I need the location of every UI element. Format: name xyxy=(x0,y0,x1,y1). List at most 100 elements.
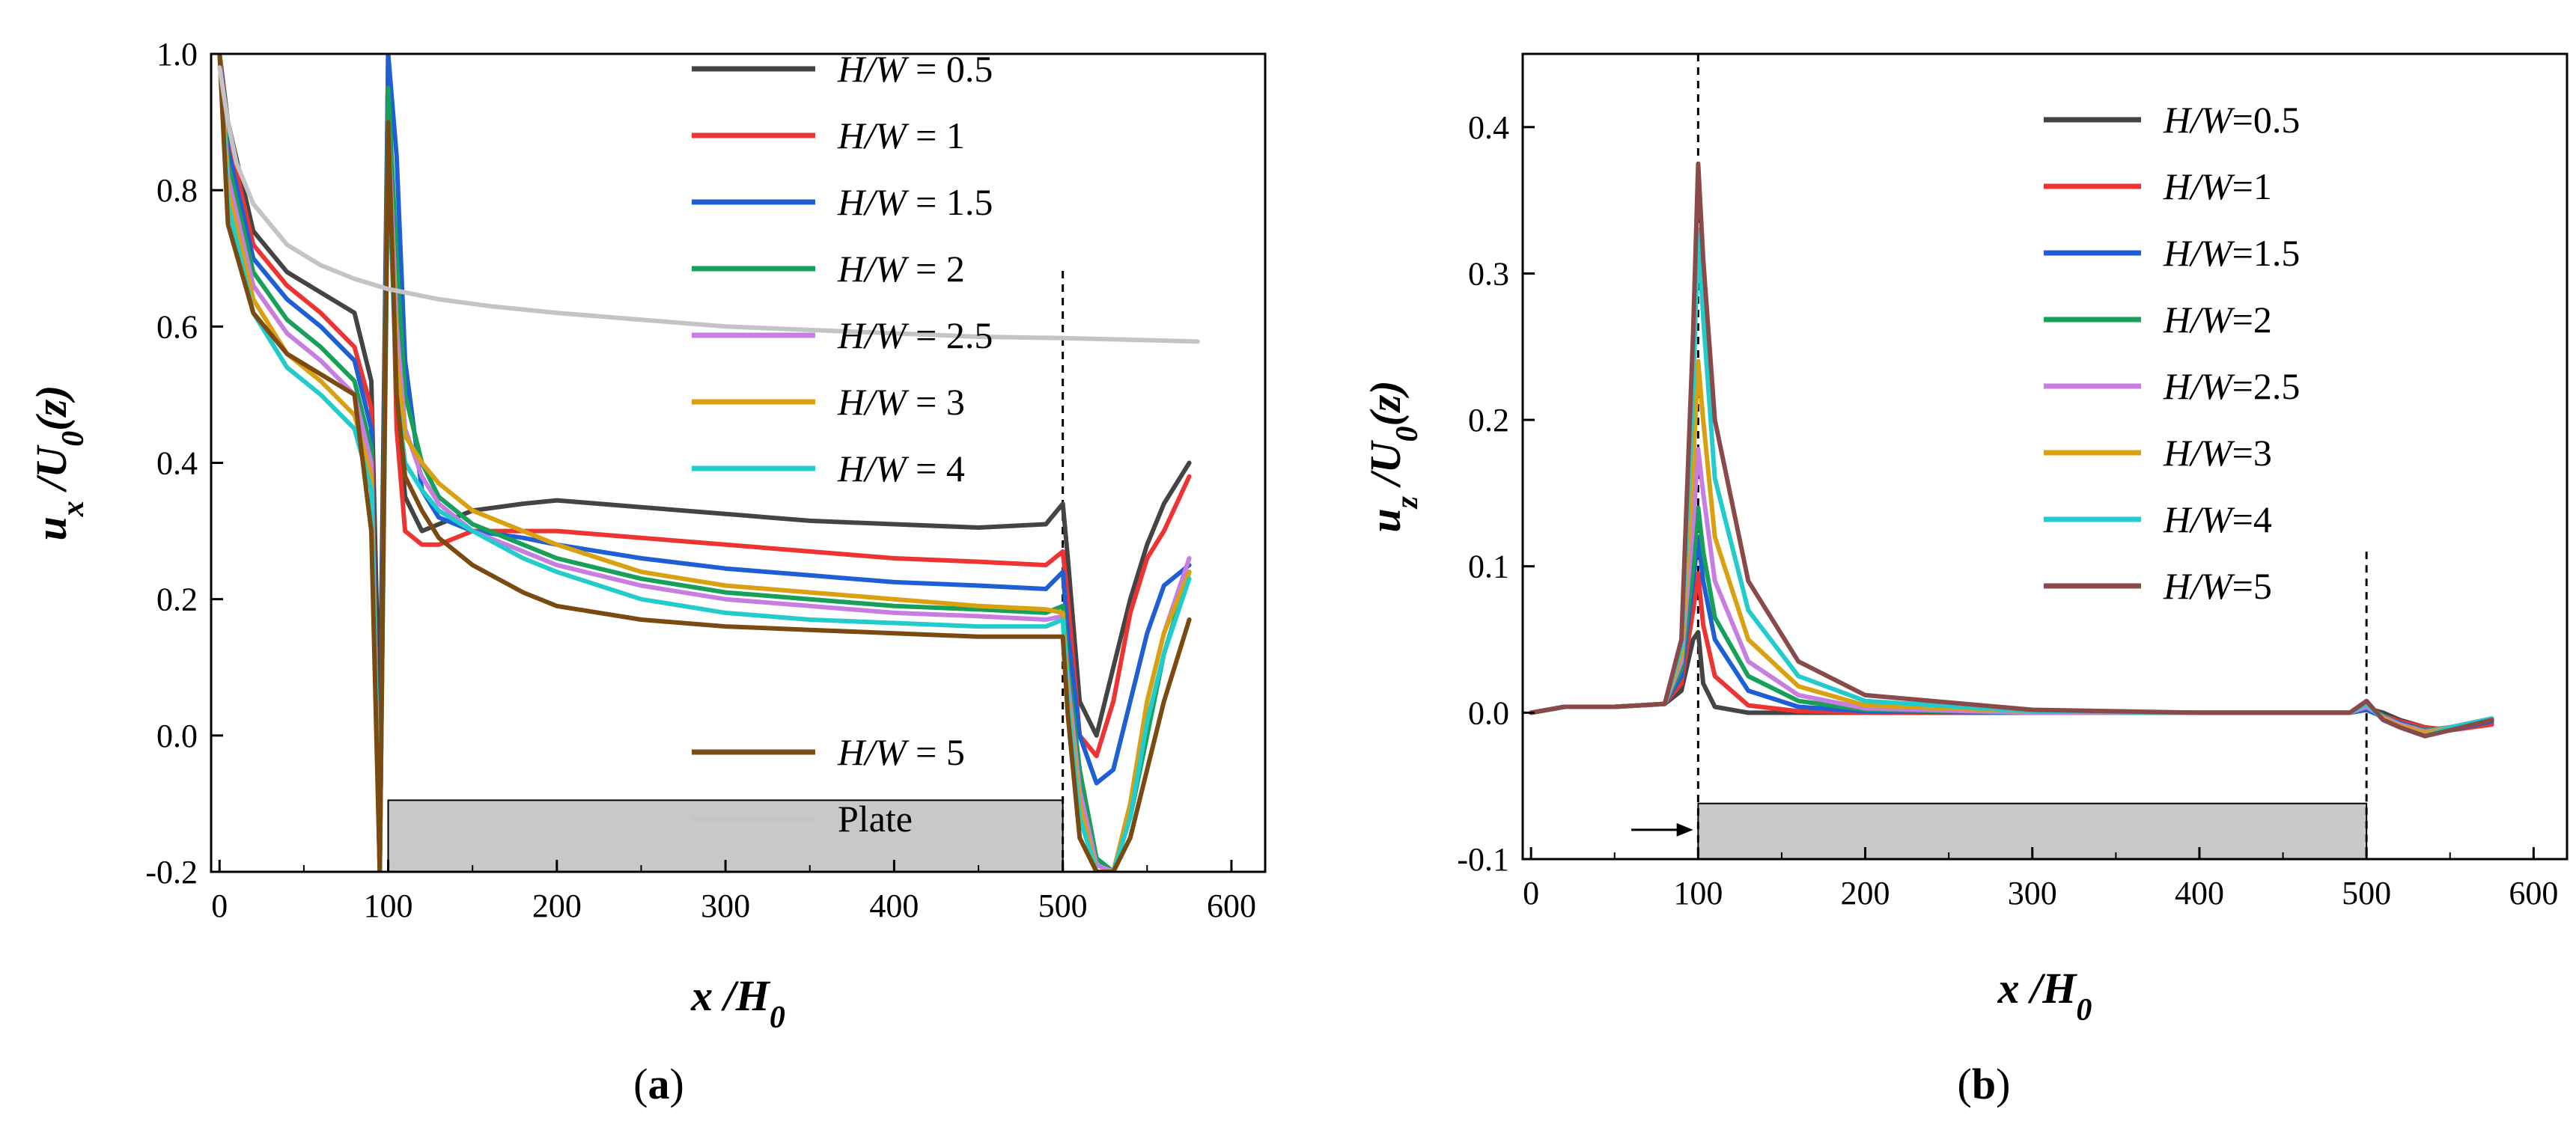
y-tick-label: 0.2 xyxy=(156,581,198,618)
x-tick-label: 0 xyxy=(211,888,228,924)
legend-label-value: = 4 xyxy=(907,448,965,489)
y-tick-label: 0.6 xyxy=(156,308,198,345)
series-line-h-w-5 xyxy=(1529,161,2494,739)
legend-label-var: H/W xyxy=(2163,565,2235,607)
legend-label-value: =0.5 xyxy=(2232,99,2301,141)
legend-label: H/W = 0.5 xyxy=(837,48,993,90)
x-tick-label: 400 xyxy=(2175,875,2224,911)
flow-arrow-head xyxy=(1676,822,1693,837)
legend-label-value: = 1.5 xyxy=(907,181,993,223)
chart-panel-b: 0 100 200 300 400 500 600 -0.1 0.0 0.1 0.2 0.3 0.4 x … xyxy=(1361,52,2569,1108)
series-line-h-w-0-5 xyxy=(217,54,1192,738)
legend-label: H/W=2.5 xyxy=(2163,365,2300,407)
x-tick-label: 100 xyxy=(364,888,413,924)
legend-label: H/W=3 xyxy=(2163,432,2272,474)
series-lines xyxy=(217,54,1200,872)
legend: H/W = 0.5H/W = 1H/W = 1.5H/W = 2H/W = 2.… xyxy=(692,48,993,840)
legend-label-var: H/W xyxy=(837,114,910,156)
caption-letter: a xyxy=(648,1060,670,1108)
legend-label: H/W=2 xyxy=(2163,299,2272,340)
x-axis-title: x /H0 xyxy=(690,971,785,1035)
legend-label-value: =1 xyxy=(2232,165,2272,207)
x-tick-label: 100 xyxy=(1673,875,1723,911)
y-axis-title-sub2: 0 xyxy=(56,431,91,447)
legend-label-var: H/W xyxy=(837,181,910,223)
legend-label-value: = 3 xyxy=(907,381,965,423)
legend-label-var: H/W xyxy=(837,48,910,90)
x-axis-title-main: x /H xyxy=(690,971,771,1020)
x-tick-label: 500 xyxy=(2342,875,2391,911)
legend-label-value: = 2.5 xyxy=(907,314,993,356)
x-axis-title-sub: 0 xyxy=(770,1001,785,1035)
y-tick-label: 0.0 xyxy=(156,718,198,754)
legend-label-value: = 2 xyxy=(907,248,965,290)
legend-label-var: H/W xyxy=(837,731,910,773)
legend-label-var: H/W xyxy=(2163,232,2235,274)
x-tick-label: 200 xyxy=(532,888,582,924)
caption-letter: b xyxy=(1972,1060,1996,1108)
building-block xyxy=(1697,802,2368,861)
legend-label-var: H/W xyxy=(837,314,910,356)
series-line-h-w-3 xyxy=(217,54,1192,872)
series-line-h-w-4 xyxy=(217,54,1192,872)
legend-label: H/W=0.5 xyxy=(2163,99,2300,141)
legend-label-value: Plate xyxy=(838,798,913,840)
x-axis-title-sub: 0 xyxy=(2076,993,2092,1027)
y-axis-title: uz /U0(z) xyxy=(1361,380,1425,532)
legend-label-value: =2 xyxy=(2232,299,2272,340)
legend-label-value: =3 xyxy=(2232,432,2272,474)
y-axis-title-tail: (z) xyxy=(27,385,76,431)
x-axis-title-main: x /H xyxy=(1997,964,2078,1013)
plot-frame xyxy=(1521,52,2569,861)
legend-label-value: =5 xyxy=(2232,565,2272,607)
y-tick-label: 1.0 xyxy=(156,36,198,73)
legend-label-var: H/W xyxy=(2163,498,2235,540)
legend-label: H/W=5 xyxy=(2163,565,2272,607)
legend-label: H/W = 3 xyxy=(837,381,965,423)
y-tick-label: 0.1 xyxy=(1468,549,1509,585)
y-axis-title-main: u xyxy=(27,516,76,540)
y-tick-label: 0.3 xyxy=(1468,255,1509,292)
y-tick-label: 0.2 xyxy=(1468,402,1509,439)
caption-paren-close: ) xyxy=(670,1060,684,1108)
legend-label-var: H/W xyxy=(2163,299,2235,340)
caption-paren-open: ( xyxy=(633,1060,648,1108)
legend-label-value: =2.5 xyxy=(2232,365,2301,407)
chart-panel-a: 0 100 200 300 400 500 600 -0.2 0.0 0.2 0.4 0.6 0.8 1.… xyxy=(27,36,1267,1108)
y-tick-label: -0.1 xyxy=(1457,841,1509,878)
x-axis-title: x /H0 xyxy=(1997,964,2092,1027)
legend-label: H/W=1.5 xyxy=(2163,232,2300,274)
panel-caption: (b) xyxy=(1958,1060,2011,1108)
legend-label-value: =1.5 xyxy=(2232,232,2301,274)
y-axis-title-rest: /U xyxy=(1361,439,1410,496)
series-line-h-w-5 xyxy=(217,54,1192,872)
legend-label: H/W = 5 xyxy=(837,731,965,773)
y-axis-title: ux /U0(z) xyxy=(27,385,91,541)
legend-label: H/W = 1.5 xyxy=(837,181,993,223)
legend-label: H/W=4 xyxy=(2163,498,2272,540)
legend-label-var: H/W xyxy=(837,381,910,423)
legend-label: H/W = 4 xyxy=(837,448,965,489)
legend-label-value: =4 xyxy=(2232,498,2272,540)
x-tick-label: 200 xyxy=(1841,875,1890,911)
y-axis-title-sub2: 0 xyxy=(1390,427,1425,442)
y-tick-label: 0.8 xyxy=(156,172,198,209)
legend-label: H/W = 1 xyxy=(837,114,965,156)
y-axis-title-main: u xyxy=(1361,508,1410,532)
panel-caption: (a) xyxy=(633,1060,684,1108)
legend-label: H/W = 2.5 xyxy=(837,314,993,356)
y-axis-title-sub: x xyxy=(56,501,91,517)
x-tick-label: 0 xyxy=(1523,875,1539,911)
caption-paren-close: ) xyxy=(1996,1060,2010,1108)
x-tick-label: 300 xyxy=(2008,875,2057,911)
series-line-plate xyxy=(217,65,1200,344)
legend-label-value: = 5 xyxy=(907,731,965,773)
x-tick-label: 300 xyxy=(701,888,750,924)
y-axis-title-sub: z xyxy=(1390,495,1425,510)
legend-label-var: H/W xyxy=(2163,432,2235,474)
x-tick-label: 400 xyxy=(869,888,919,924)
legend-label-var: H/W xyxy=(837,448,910,489)
y-axis-title-rest: /U xyxy=(27,445,76,501)
